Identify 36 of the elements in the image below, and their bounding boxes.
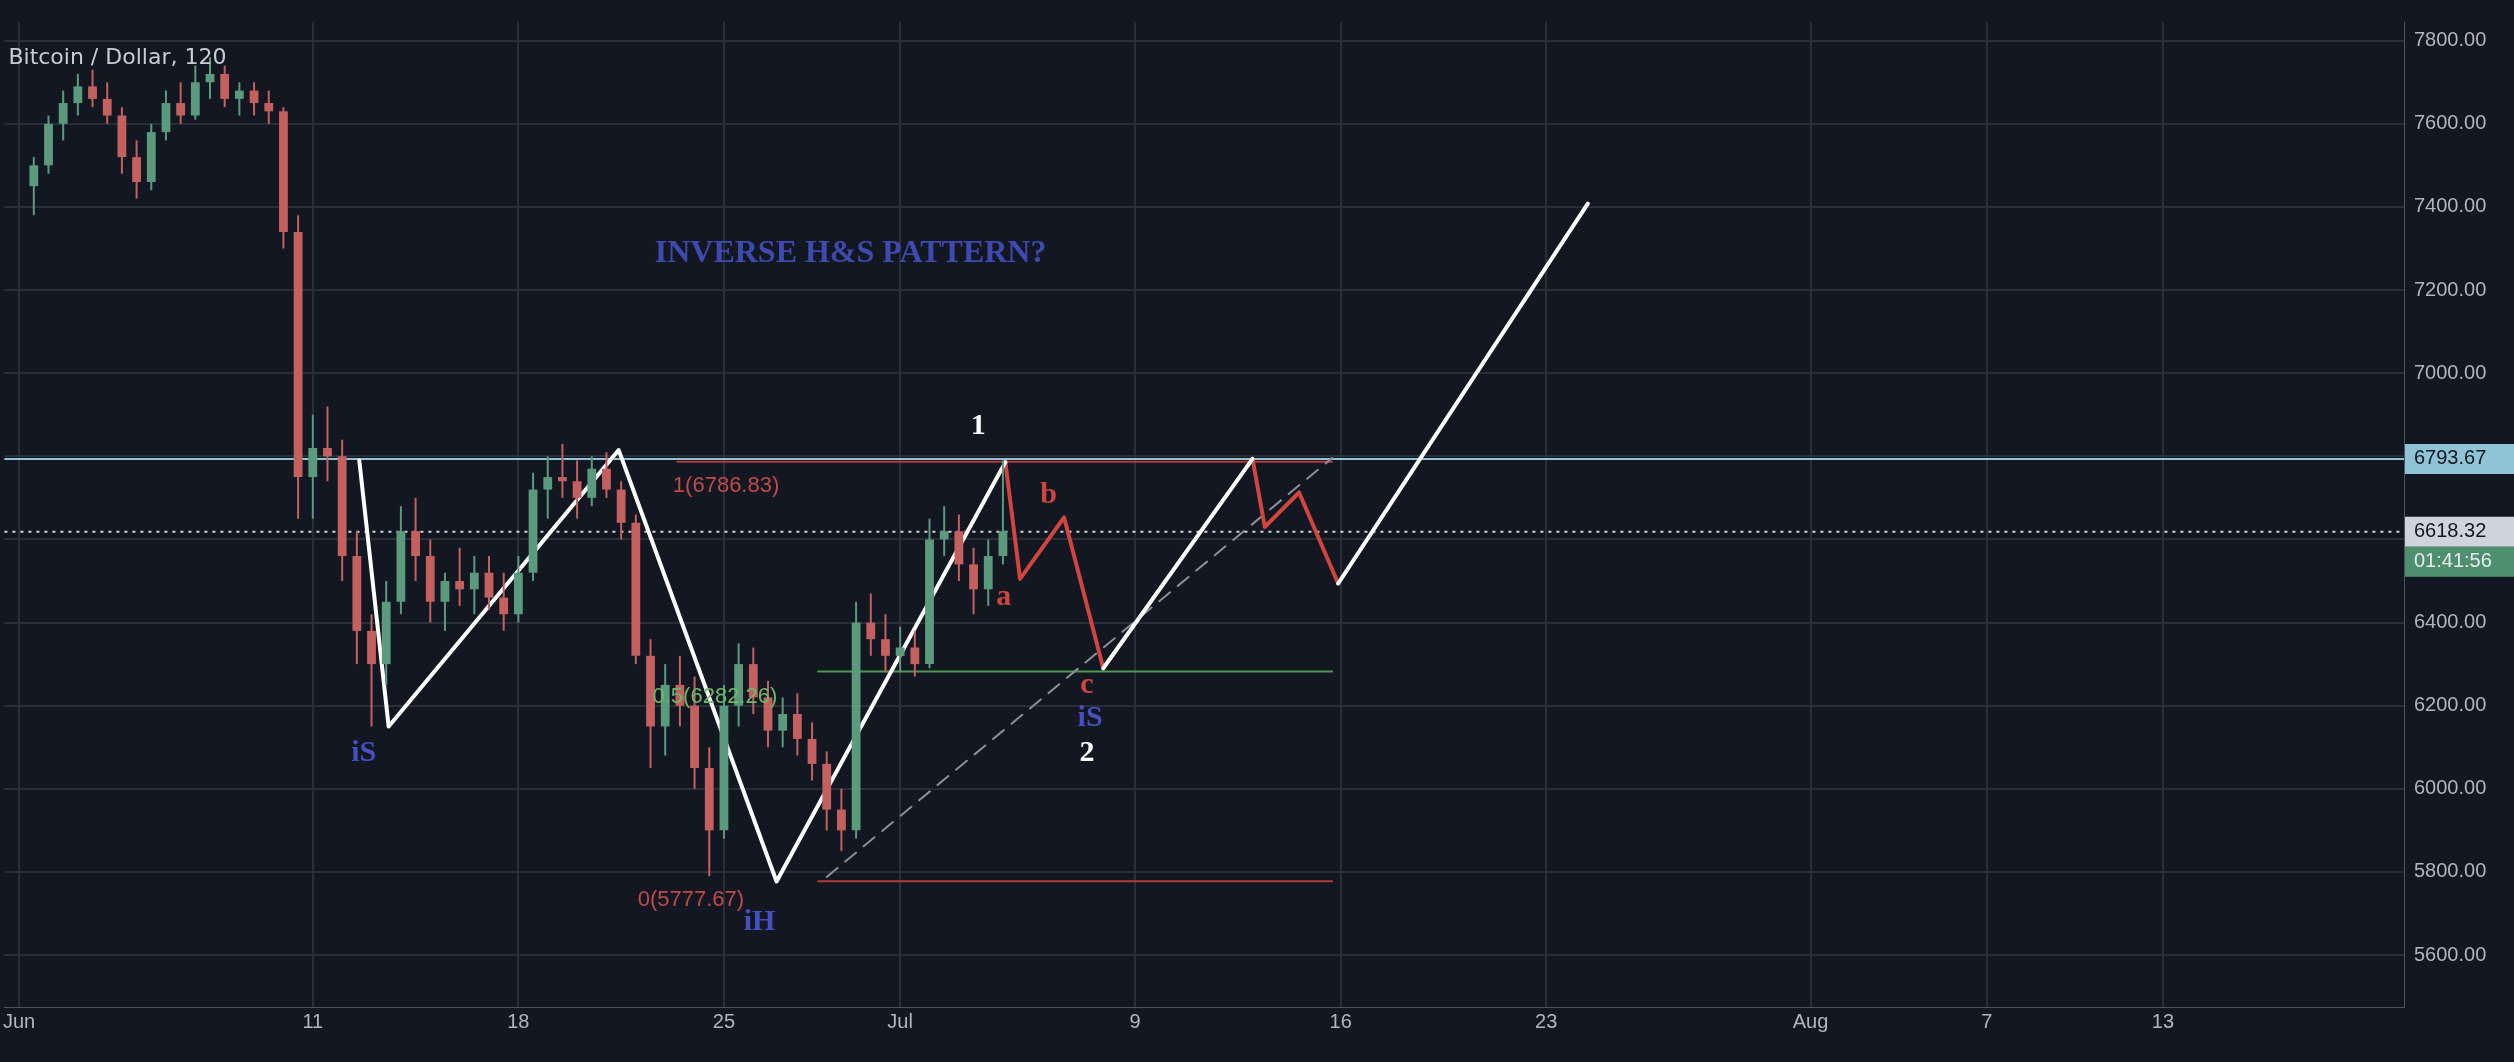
y-tick-label: 5600.00 — [2414, 942, 2487, 965]
annotation: iH — [743, 903, 776, 937]
annotation: iS — [351, 733, 377, 767]
y-tick-label: 7800.00 — [2414, 28, 2487, 51]
annotation: 1(6786.83) — [672, 472, 780, 498]
text: Bitcoin / Dollar, 120 — [8, 43, 227, 69]
annotation: 0(5777.67) — [637, 886, 745, 912]
annotation: c — [1080, 666, 1094, 700]
y-tick-label: 7400.00 — [2414, 194, 2487, 217]
x-tick-label: 23 — [1535, 1009, 1558, 1032]
x-tick-label: Jun — [3, 1009, 36, 1032]
y-tick-label: 6400.00 — [2414, 610, 2487, 633]
x-tick-label: Aug — [1792, 1009, 1829, 1032]
annotation: INVERSE H&S PATTERN? — [654, 233, 1047, 270]
annotation: 1 — [970, 407, 986, 441]
annotation: a — [996, 578, 1012, 612]
x-tick-label: 18 — [507, 1009, 530, 1032]
ref-line-label: 6793.67 — [2414, 446, 2487, 469]
y-tick-label: 7600.00 — [2414, 111, 2487, 134]
y-tick-label: 6000.00 — [2414, 776, 2487, 799]
y-tick-label: 6200.00 — [2414, 693, 2487, 716]
x-tick-label: 9 — [1129, 1009, 1141, 1032]
y-tick-label: 7200.00 — [2414, 277, 2487, 300]
x-tick-label: Jul — [887, 1009, 913, 1032]
y-tick-label: 5800.00 — [2414, 859, 2487, 882]
annotation: 2 — [1079, 733, 1095, 767]
x-tick-label: 16 — [1329, 1009, 1352, 1032]
x-tick-label: 11 — [302, 1009, 324, 1032]
y-tick-label: 7000.00 — [2414, 360, 2487, 383]
ref-line-label: 6618.32 — [2414, 519, 2487, 542]
x-tick-label: 25 — [712, 1009, 736, 1032]
annotation: iS — [1077, 699, 1103, 733]
x-tick-label: 13 — [2151, 1009, 2175, 1032]
annotation: b — [1040, 476, 1057, 510]
x-tick-label: 7 — [1981, 1009, 1993, 1032]
text: 01:41:56 — [2414, 549, 2492, 572]
